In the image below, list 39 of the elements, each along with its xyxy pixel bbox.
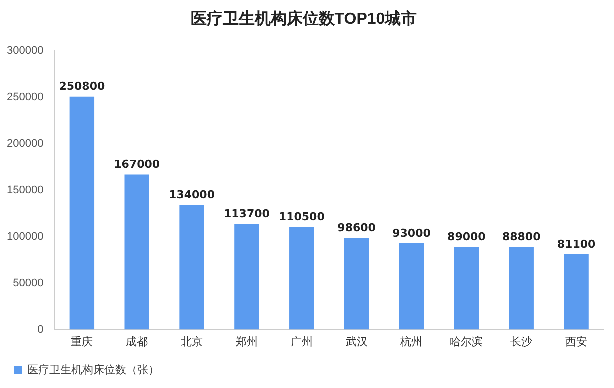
data-label: 93000 [392, 226, 432, 240]
bar [509, 247, 534, 330]
bar [124, 174, 150, 330]
data-label: 250800 [59, 80, 106, 94]
data-label: 167000 [114, 158, 160, 172]
data-label: 110500 [278, 210, 326, 224]
x-tick-label: 西安 [566, 335, 588, 348]
x-tick-label: 杭州 [400, 335, 423, 348]
y-tick-label: 300000 [6, 45, 44, 58]
x-tick-label: 成都 [126, 335, 148, 348]
bar [564, 254, 589, 330]
bar [234, 224, 260, 330]
data-label: 113700 [224, 208, 270, 221]
data-label: 88800 [502, 230, 542, 244]
chart-title: 医疗卫生机构床位数TOP10城市 [190, 10, 418, 28]
y-tick-label: 100000 [6, 230, 44, 243]
data-label: 81100 [557, 238, 596, 251]
x-tick-label: 长沙 [510, 335, 533, 348]
x-tick-label: 武汉 [346, 335, 368, 348]
bar [290, 227, 314, 330]
legend-label: 医疗卫生机构床位数（张） [28, 364, 160, 377]
bar [180, 205, 204, 330]
x-tick-label: 重庆 [71, 335, 94, 348]
y-tick-label: 150000 [6, 184, 44, 197]
x-tick-label: 北京 [181, 335, 204, 348]
data-label: 89000 [448, 230, 486, 244]
data-label: 134000 [169, 188, 216, 202]
y-tick-label: 0 [38, 324, 44, 336]
bar [454, 247, 480, 330]
x-tick-label: 郑州 [236, 335, 258, 348]
y-tick-label: 250000 [6, 92, 44, 104]
bar [399, 243, 424, 330]
bar [70, 96, 95, 330]
x-tick-label: 哈尔滨 [450, 335, 484, 348]
data-label: 98600 [338, 222, 376, 235]
y-tick-label: 50000 [13, 277, 44, 290]
x-tick-label: 广州 [290, 335, 313, 348]
bar [344, 238, 370, 330]
y-tick-label: 200000 [6, 138, 44, 150]
